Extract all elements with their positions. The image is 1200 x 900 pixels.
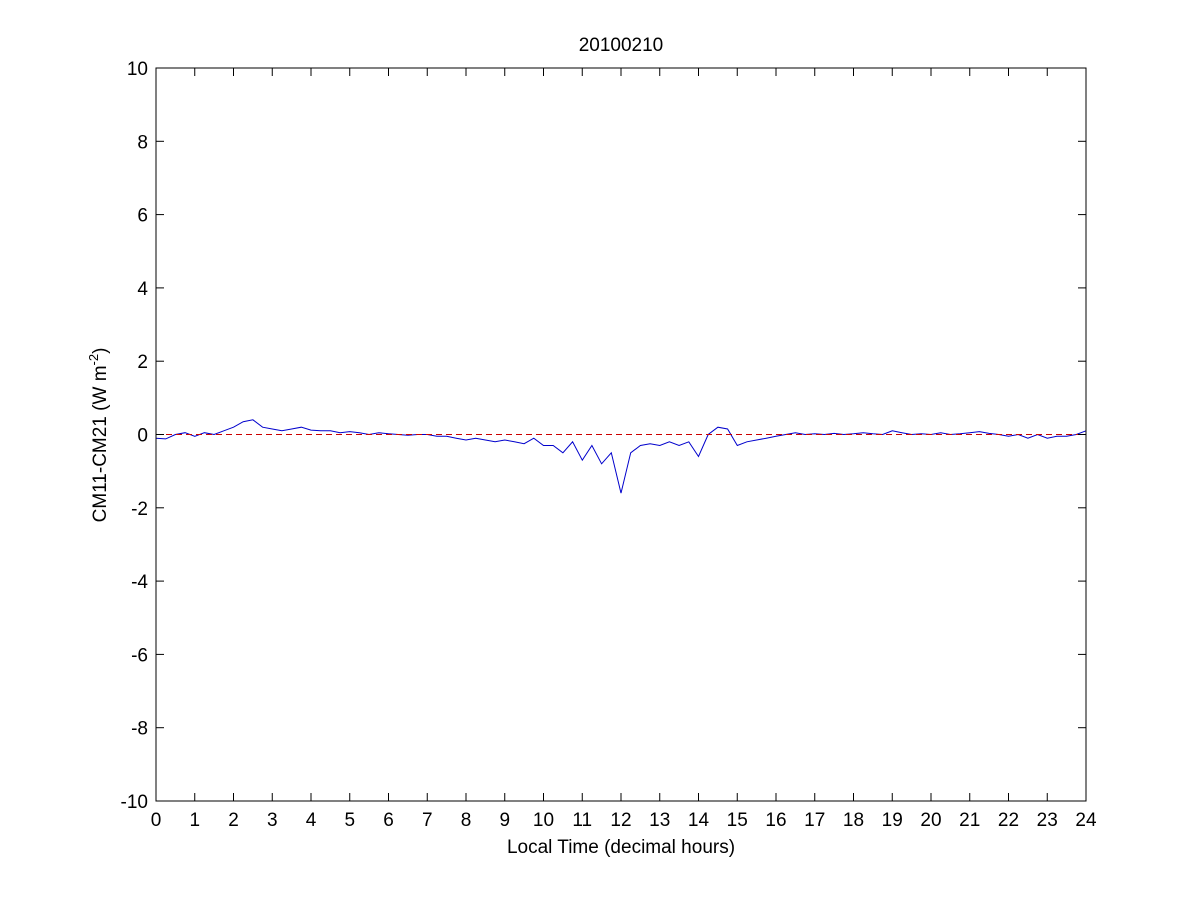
- x-tick-label: 16: [765, 810, 786, 831]
- x-tick-label: 18: [843, 810, 864, 831]
- x-tick-label: 2: [228, 810, 239, 831]
- y-tick-label: 0: [137, 426, 148, 447]
- x-tick-label: 17: [804, 810, 825, 831]
- x-tick-label: 8: [461, 810, 472, 831]
- x-tick-label: 6: [383, 810, 394, 831]
- chart-title: 20100210: [579, 35, 664, 56]
- x-tick-label: 15: [727, 810, 748, 831]
- x-tick-label: 21: [959, 810, 980, 831]
- x-tick-label: 0: [151, 810, 162, 831]
- x-axis: 0 1 2 3 4 5 6 7 8 9 10 11 12 13 14 15 16 17 18 19 20 21 22 23 24: [151, 68, 1097, 831]
- y-axis-label-base: CM11-CM21 (W m: [90, 365, 111, 522]
- x-tick-label: 11: [572, 810, 592, 831]
- y-axis-label-superscript: -2: [86, 354, 101, 366]
- x-tick-label: 13: [649, 810, 670, 831]
- series-layer: [155, 419, 1087, 494]
- x-tick-label: 23: [1037, 810, 1058, 831]
- x-tick-label: 20: [920, 810, 941, 831]
- x-tick-label: 24: [1075, 810, 1097, 831]
- x-tick-label: 19: [882, 810, 903, 831]
- x-tick-label: 1: [189, 810, 200, 831]
- y-tick-label: -6: [131, 645, 148, 666]
- y-axis-label: CM11-CM21 (W m-2): [86, 348, 111, 523]
- y-tick-label: 8: [137, 132, 148, 153]
- x-tick-label: 14: [688, 810, 710, 831]
- y-tick-label: -8: [131, 719, 148, 740]
- x-tick-label: 7: [422, 810, 433, 831]
- y-tick-label: -2: [131, 499, 148, 520]
- y-tick-label: 4: [137, 279, 148, 300]
- y-tick-label: 2: [137, 352, 148, 373]
- x-axis-label: Local Time (decimal hours): [507, 837, 735, 858]
- x-tick-label: 5: [344, 810, 355, 831]
- x-tick-label: 12: [610, 810, 631, 831]
- x-tick-label: 4: [306, 810, 317, 831]
- x-tick-label: 10: [533, 810, 554, 831]
- x-tick-label: 9: [499, 810, 510, 831]
- y-tick-label: -4: [131, 572, 148, 593]
- y-tick-label: -10: [121, 792, 148, 813]
- y-tick-label: 10: [127, 59, 148, 80]
- x-tick-label: 3: [267, 810, 278, 831]
- y-tick-label: 6: [137, 206, 148, 227]
- y-axis-label-end: ): [90, 348, 111, 354]
- y-axis: 10 8 6 4 2 0 -2 -4 -6 -8 -10: [121, 59, 1086, 813]
- x-tick-label: 22: [998, 810, 1019, 831]
